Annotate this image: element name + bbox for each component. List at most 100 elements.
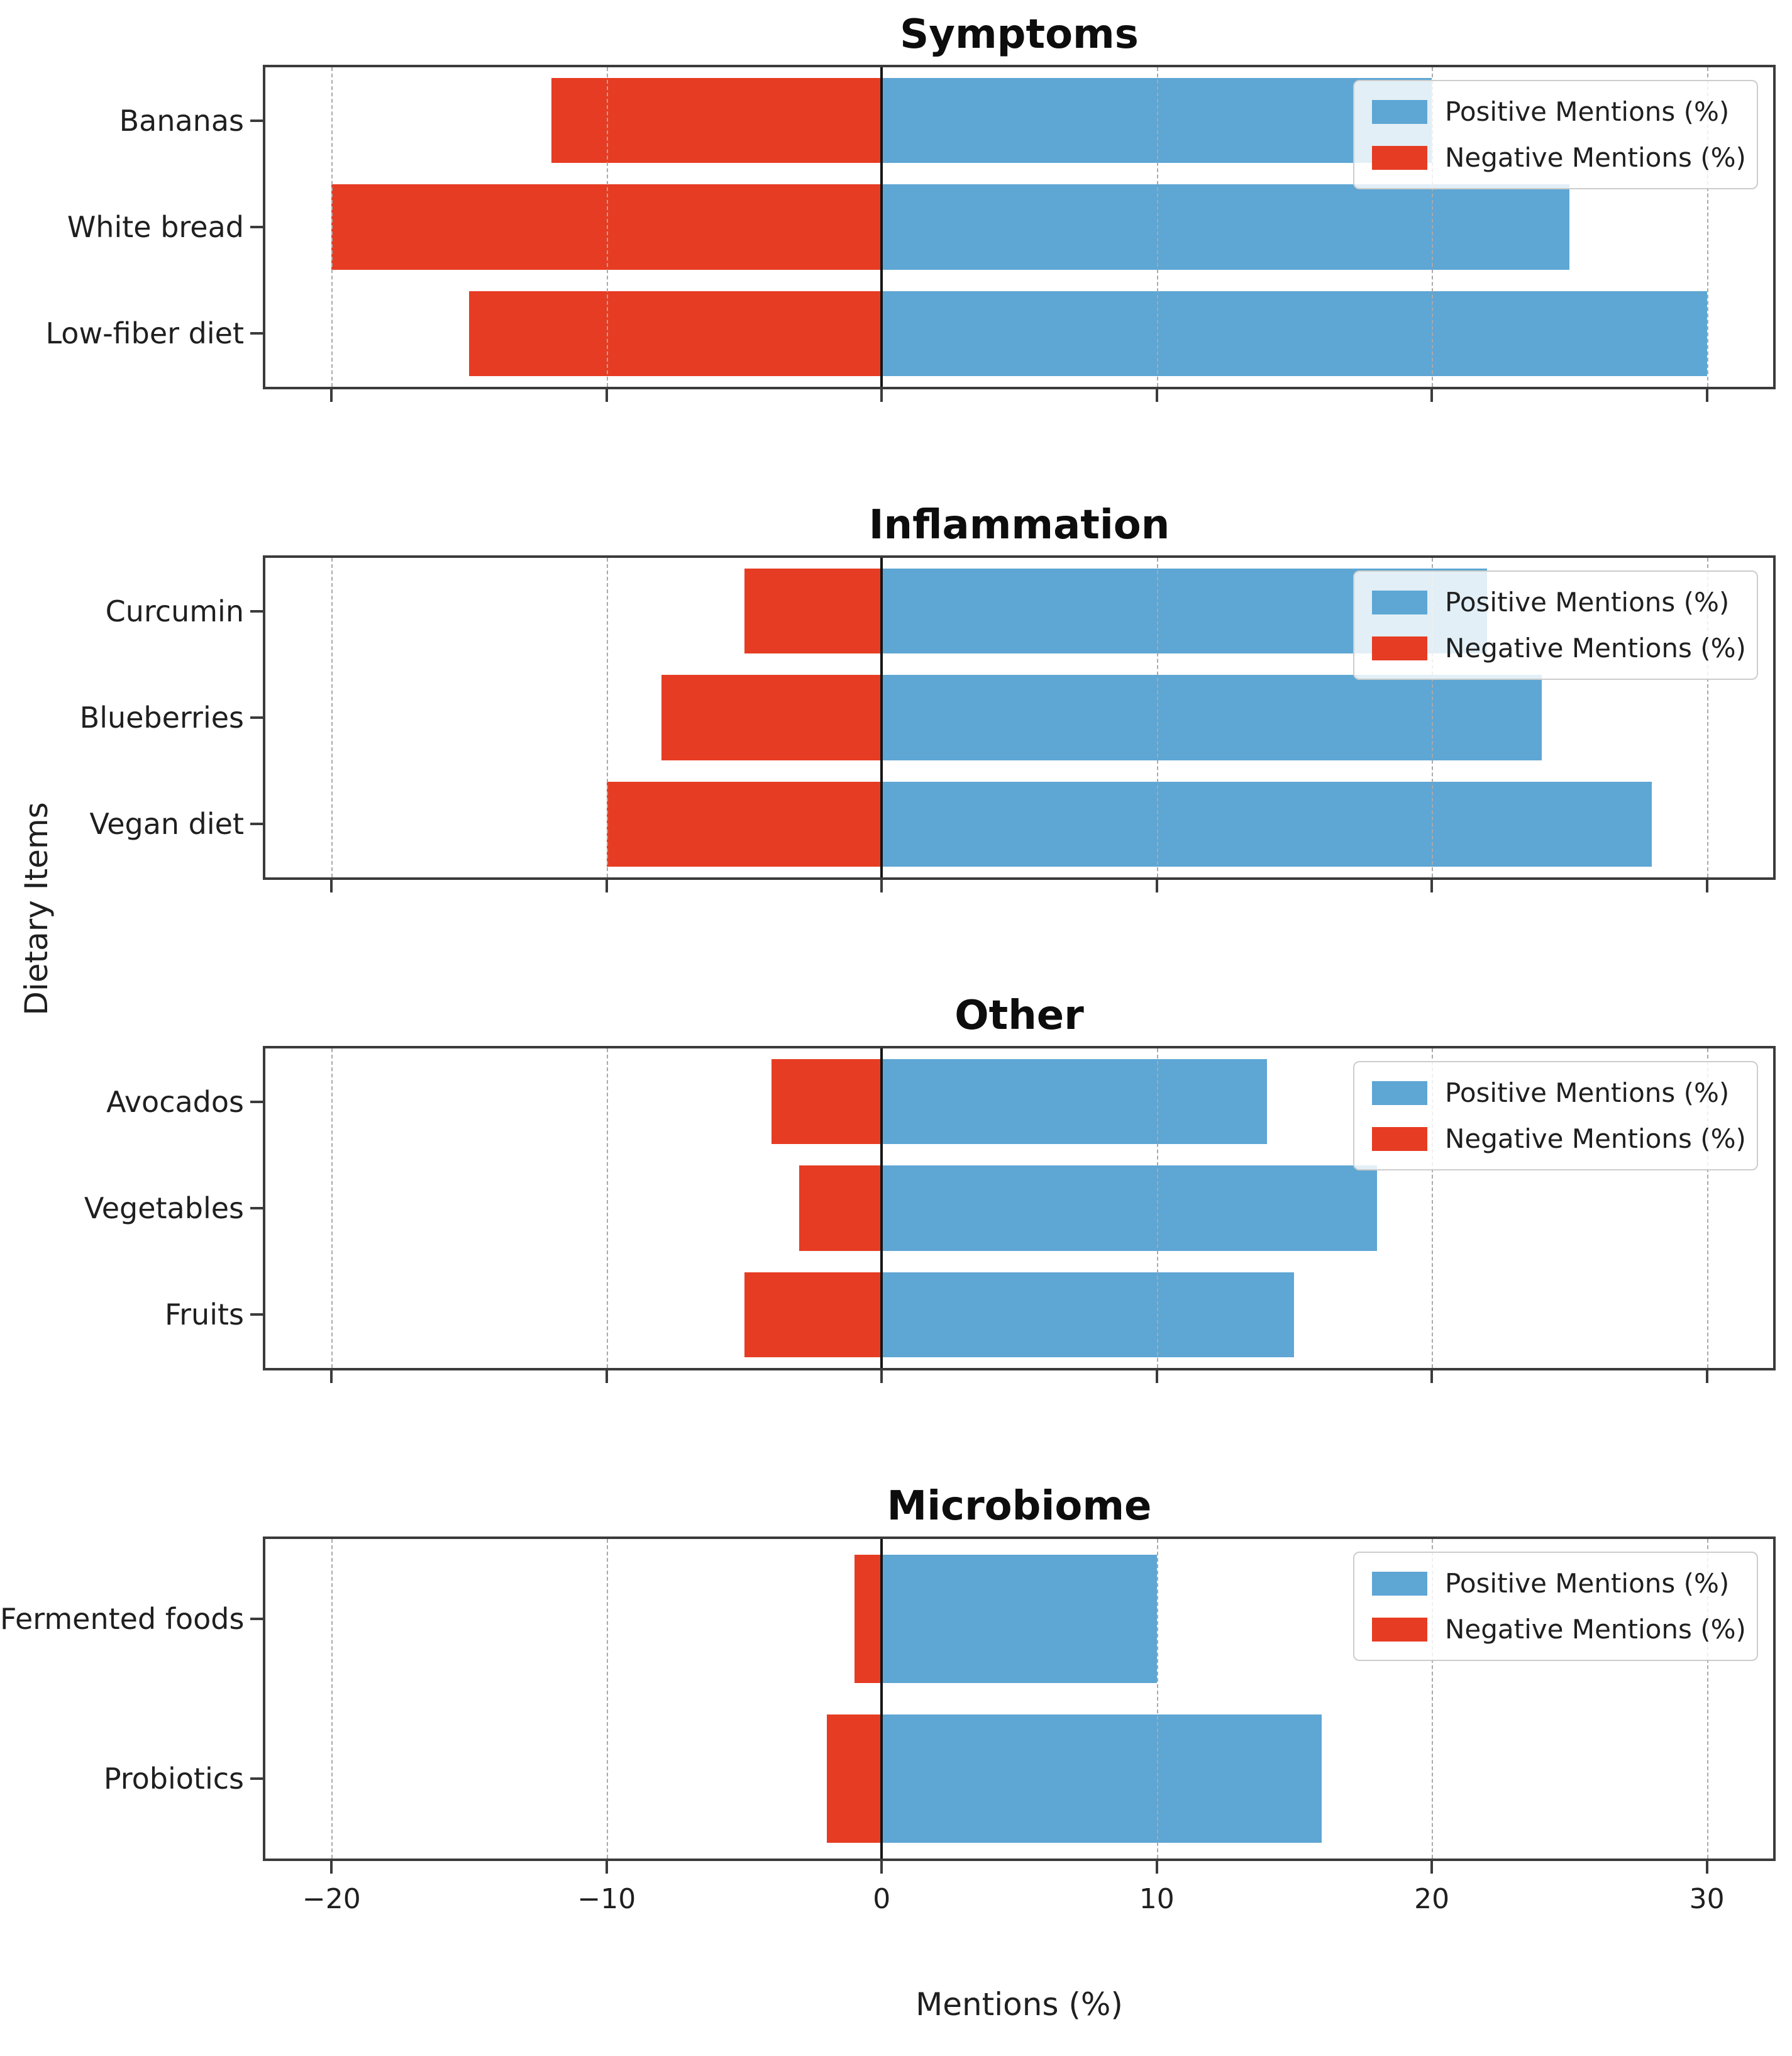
- subplot-title-inflammation: Inflammation: [868, 502, 1170, 548]
- legend-row-negative: Negative Mentions (%): [1372, 1123, 1746, 1154]
- legend-label-negative: Negative Mentions (%): [1445, 1614, 1746, 1645]
- zero-line: [880, 1048, 883, 1368]
- category-label-curcumin: Curcumin: [105, 594, 244, 628]
- category-label-avocados: Avocados: [106, 1084, 244, 1119]
- category-label-vegan-diet: Vegan diet: [89, 807, 244, 842]
- legend-row-positive: Positive Mentions (%): [1372, 1077, 1739, 1108]
- x-axis-label: Mentions (%): [915, 1986, 1123, 2023]
- category-label-vegetables: Vegetables: [84, 1191, 244, 1225]
- x-tick-label--10: −10: [577, 1883, 636, 1915]
- x-tick--10: [605, 389, 608, 402]
- bar-positive-blueberries: [882, 675, 1542, 760]
- legend-label-negative: Negative Mentions (%): [1445, 633, 1746, 664]
- legend-label-positive: Positive Mentions (%): [1445, 587, 1730, 618]
- x-tick--20: [330, 389, 333, 402]
- bar-positive-fermented-foods: [882, 1555, 1157, 1683]
- legend-swatch-negative: [1372, 145, 1427, 170]
- x-tick-0: [880, 1370, 883, 1383]
- x-gridline-20: [1432, 1539, 1434, 1859]
- x-gridline--10: [606, 1539, 608, 1859]
- y-tick-curcumin: [250, 609, 263, 613]
- legend-row-positive: Positive Mentions (%): [1372, 1568, 1739, 1599]
- x-tick-label-0: 0: [873, 1883, 891, 1915]
- axes-inflammation: Positive Mentions (%) Negative Mentions (…: [250, 555, 1776, 892]
- x-gridline--20: [331, 67, 333, 387]
- x-tick--20: [330, 1861, 333, 1874]
- legend-row-positive: Positive Mentions (%): [1372, 96, 1739, 127]
- legend-swatch-negative: [1372, 1126, 1427, 1151]
- legend-swatch-positive: [1372, 590, 1427, 614]
- x-tick-20: [1430, 1861, 1434, 1874]
- y-tick-vegetables: [250, 1207, 263, 1209]
- x-gridline--10: [606, 1048, 608, 1368]
- x-tick-label--20: −20: [302, 1883, 361, 1915]
- category-label-white-bread: White bread: [67, 210, 244, 244]
- x-tick-10: [1155, 1370, 1158, 1383]
- category-label-fermented-foods: Fermented foods: [0, 1602, 245, 1636]
- bar-positive-avocados: [882, 1059, 1267, 1145]
- bar-positive-vegetables: [882, 1165, 1377, 1251]
- subplot-title-other: Other: [954, 992, 1084, 1039]
- bar-positive-probiotics: [882, 1714, 1322, 1843]
- legend-swatch-positive: [1372, 1571, 1427, 1596]
- x-gridline-30: [1706, 67, 1708, 387]
- legend-label-negative: Negative Mentions (%): [1445, 142, 1746, 173]
- y-tick-fermented-foods: [250, 1618, 263, 1620]
- x-tick-label-30: 30: [1689, 1883, 1725, 1915]
- zero-line: [880, 1539, 883, 1859]
- legend-label-positive: Positive Mentions (%): [1445, 1077, 1730, 1108]
- x-gridline-30: [1706, 558, 1708, 877]
- x-gridline-20: [1432, 558, 1434, 877]
- axes-symptoms: Positive Mentions (%) Negative Mentions (…: [250, 65, 1776, 402]
- y-tick-vegan-diet: [250, 823, 263, 826]
- bar-negative-vegan-diet: [606, 781, 882, 867]
- x-tick-20: [1430, 880, 1434, 892]
- x-gridline-10: [1156, 67, 1158, 387]
- x-gridline-20: [1432, 67, 1434, 387]
- x-tick-10: [1155, 1861, 1158, 1874]
- x-tick--20: [330, 1370, 333, 1383]
- x-gridline-10: [1156, 1048, 1158, 1368]
- x-tick--10: [605, 1370, 608, 1383]
- y-tick-avocados: [250, 1100, 263, 1103]
- axes-microbiome: Positive Mentions (%) Negative Mentions (…: [250, 1536, 1776, 1874]
- legend-symptoms: Positive Mentions (%) Negative Mentions (…: [1353, 80, 1758, 189]
- bar-negative-avocados: [772, 1059, 882, 1145]
- bar-negative-vegetables: [799, 1165, 882, 1251]
- bar-positive-fruits: [882, 1272, 1295, 1358]
- x-tick-label-10: 10: [1139, 1883, 1175, 1915]
- legend-swatch-positive: [1372, 1081, 1427, 1105]
- legend-swatch-positive: [1372, 99, 1427, 124]
- x-tick-10: [1155, 389, 1158, 402]
- legend-inflammation: Positive Mentions (%) Negative Mentions (…: [1353, 570, 1758, 680]
- y-tick-fruits: [250, 1313, 263, 1316]
- x-gridline--20: [331, 558, 333, 877]
- legend-swatch-negative: [1372, 1617, 1427, 1642]
- x-gridline--20: [331, 1539, 333, 1859]
- subplot-title-symptoms: Symptoms: [900, 11, 1139, 58]
- zero-line: [880, 558, 883, 877]
- legend-label-positive: Positive Mentions (%): [1445, 96, 1730, 127]
- legend-label-negative: Negative Mentions (%): [1445, 1123, 1746, 1154]
- category-label-probiotics: Probiotics: [103, 1762, 244, 1796]
- x-tick-0: [880, 1861, 883, 1874]
- x-gridline--10: [606, 67, 608, 387]
- x-gridline-30: [1706, 1048, 1708, 1368]
- x-tick-20: [1430, 1370, 1434, 1383]
- legend-other: Positive Mentions (%) Negative Mentions (…: [1353, 1061, 1758, 1170]
- legend-row-negative: Negative Mentions (%): [1372, 633, 1746, 664]
- bar-negative-probiotics: [826, 1714, 882, 1843]
- x-tick-label-20: 20: [1414, 1883, 1450, 1915]
- category-label-bananas: Bananas: [119, 103, 244, 138]
- bar-positive-low-fiber-diet: [882, 291, 1707, 377]
- x-tick--10: [605, 1861, 608, 1874]
- x-tick-0: [880, 880, 883, 892]
- y-tick-white-bread: [250, 226, 263, 228]
- x-tick-10: [1155, 880, 1158, 892]
- subplot-title-microbiome: Microbiome: [887, 1483, 1152, 1530]
- legend-microbiome: Positive Mentions (%) Negative Mentions (…: [1353, 1552, 1758, 1661]
- x-gridline-10: [1156, 1539, 1158, 1859]
- y-tick-low-fiber-diet: [250, 332, 263, 335]
- axes-other: Positive Mentions (%) Negative Mentions (…: [250, 1046, 1776, 1383]
